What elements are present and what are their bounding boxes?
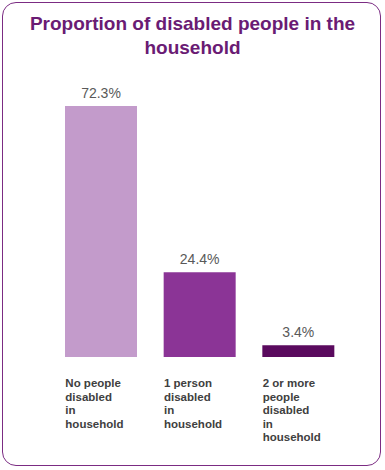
html-text:Proportion of disabled people: Proportion of disabled people in the hou… xyxy=(29,13,356,58)
svg-text:No peopledisabledinhousehold: No peopledisabledinhousehold xyxy=(65,377,123,430)
svg-text:1 persondisabledinhousehold: 1 persondisabledinhousehold xyxy=(164,377,222,430)
svg-text:72.3%: 72.3% xyxy=(81,85,121,101)
svg-text:24.4%: 24.4% xyxy=(180,251,220,267)
svg-text:3.4%: 3.4% xyxy=(282,324,314,340)
svg-text:2 or morepeopledisabledinhouse: 2 or morepeopledisabledinhousehold xyxy=(263,377,321,443)
